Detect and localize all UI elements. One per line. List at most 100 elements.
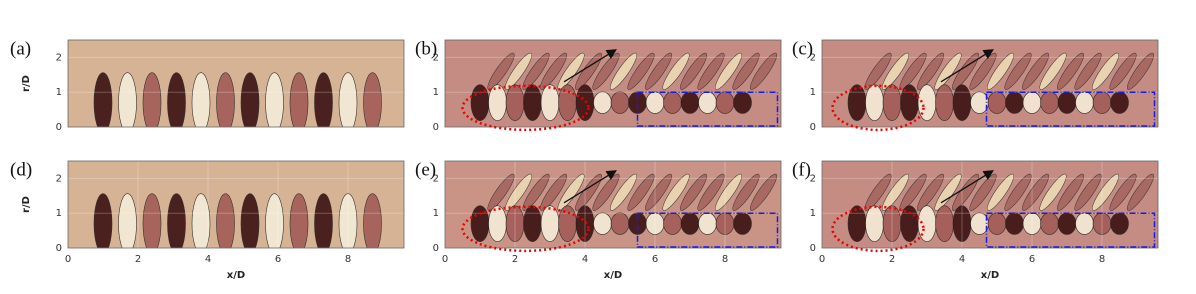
contour-blob (935, 205, 954, 242)
contour-field (822, 40, 1158, 127)
contour-blob (314, 72, 333, 127)
contour-band (1091, 52, 1120, 90)
contour-blob (216, 193, 235, 248)
y-tick-label: 1 (56, 87, 62, 98)
contour-band (1109, 173, 1137, 211)
panel: 0 1 2 0 2 4 6 8 x/D (e) (415, 159, 782, 281)
y-tick-label: 0 (810, 122, 816, 133)
y-tick-label: 1 (433, 208, 439, 219)
contour-blob (987, 91, 1007, 114)
x-tick-label: 4 (959, 254, 965, 265)
panel: 0 1 2 r/D (a) (10, 38, 405, 133)
plot-frame (444, 39, 782, 128)
contour-band (679, 52, 708, 90)
contour-blob (240, 72, 260, 127)
contour-band (714, 52, 743, 90)
panel-label: (a) (10, 38, 31, 59)
y-tick-label: 2 (56, 173, 62, 184)
contour-blob (558, 84, 577, 121)
contour-band (1004, 173, 1032, 211)
contour-blob (663, 212, 682, 235)
contour-band (679, 173, 708, 211)
contour-band (1004, 52, 1032, 90)
contour-band (881, 52, 910, 90)
contour-blob (540, 84, 560, 121)
contour-band (1074, 52, 1102, 90)
x-tick-label: 2 (135, 254, 141, 265)
y-axis-label: r/D (21, 196, 32, 213)
x-tick-label: 8 (722, 254, 728, 265)
contour-band (627, 173, 655, 211)
panel: 0 1 2 0 2 4 6 8 x/D r/D (d) (10, 159, 405, 281)
contour-blob (680, 91, 700, 114)
arrow (940, 49, 994, 83)
y-tick-label: 2 (433, 173, 439, 184)
y-tick-label: 2 (810, 52, 816, 63)
contour-band (539, 52, 568, 90)
x-axis-label: x/D (981, 270, 999, 281)
plot-frame (67, 160, 405, 249)
highlight-box (985, 91, 1156, 127)
contour-band (1074, 173, 1102, 211)
contour-band (697, 173, 725, 211)
contour-blob (610, 91, 630, 114)
y-tick-label: 2 (433, 52, 439, 63)
plot-frame (821, 160, 1159, 249)
x-tick-label: 2 (889, 254, 895, 265)
contour-blob (558, 205, 577, 242)
contour-band (1021, 173, 1050, 211)
highlight-box (985, 212, 1156, 248)
highlight-box (636, 91, 779, 127)
contour-field (445, 40, 781, 127)
plot-frame (67, 39, 405, 128)
contour-blob (363, 193, 382, 248)
contour-blob (240, 193, 260, 248)
contour-blob (488, 84, 507, 121)
contour-band (1021, 52, 1050, 90)
contour-blob (1057, 91, 1077, 114)
contour-blob (952, 84, 972, 121)
panel-label: (e) (415, 159, 436, 180)
y-tick-label: 1 (810, 87, 816, 98)
contour-band (504, 173, 533, 211)
contour-blob (93, 193, 113, 248)
contour-blob (289, 193, 309, 248)
contour-blob (167, 193, 186, 248)
contour-blob (680, 212, 700, 235)
contour-blob (917, 84, 937, 121)
contour-blob (470, 205, 490, 242)
contour-band (732, 173, 760, 211)
contour-blob (142, 193, 162, 248)
arrow (940, 170, 994, 204)
contour-band (714, 173, 743, 211)
y-tick-label: 2 (810, 173, 816, 184)
contour-blob (698, 91, 717, 114)
panel-label: (f) (792, 159, 811, 180)
highlight-ellipse (461, 205, 590, 253)
contour-blob (593, 91, 612, 114)
contour-blob (1005, 91, 1024, 114)
y-tick-label: 1 (56, 208, 62, 219)
contour-band (1039, 52, 1067, 90)
contour-band (732, 52, 760, 90)
panel: 0 1 2(b) (415, 38, 782, 133)
contour-blob (663, 91, 682, 114)
contour-blob (575, 84, 595, 121)
contour-blob (1022, 91, 1042, 114)
x-tick-label: 6 (652, 254, 658, 265)
contour-blob (505, 84, 525, 121)
contour-blob (1092, 91, 1112, 114)
x-axis-label: x/D (227, 270, 245, 281)
contour-blob (987, 212, 1007, 235)
contour-blob (1110, 91, 1129, 114)
x-tick-label: 8 (1099, 254, 1105, 265)
contour-blob (142, 72, 162, 127)
y-tick-label: 2 (56, 52, 62, 63)
contour-band (986, 52, 1015, 90)
contour-band (1109, 52, 1137, 90)
contour-band (662, 173, 690, 211)
contour-band (1091, 173, 1120, 211)
panel-label: (c) (792, 38, 813, 59)
contour-band (1126, 173, 1155, 211)
